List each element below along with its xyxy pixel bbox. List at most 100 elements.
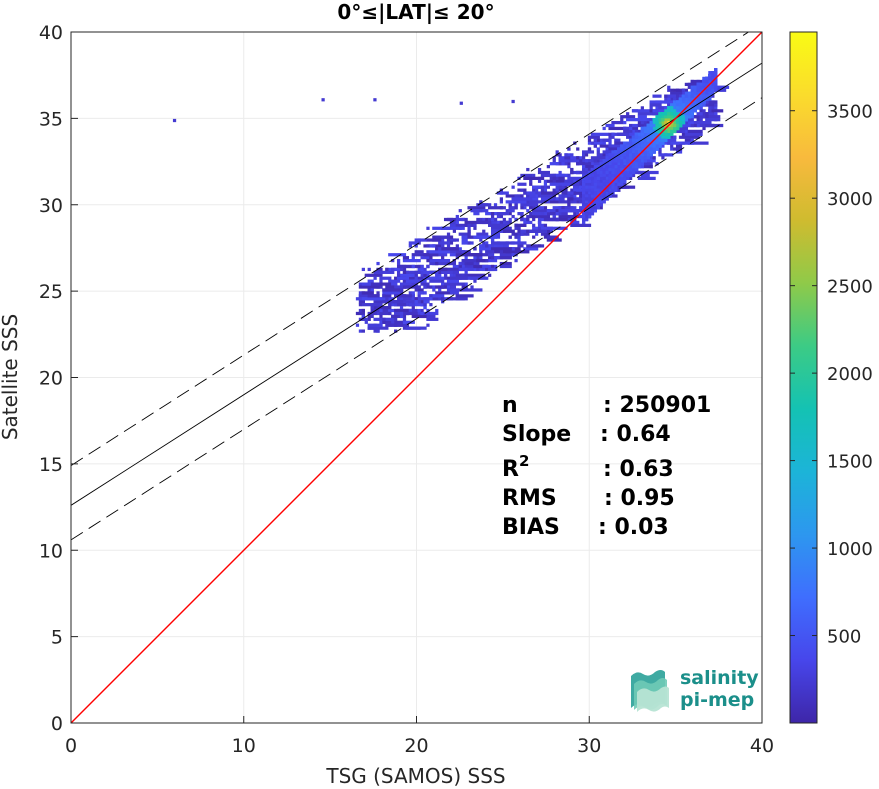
density-cell bbox=[570, 191, 574, 195]
density-cell bbox=[558, 214, 580, 219]
density-cell bbox=[490, 238, 495, 242]
density-cell bbox=[523, 217, 527, 222]
density-cell bbox=[523, 247, 539, 251]
density-cell bbox=[567, 162, 571, 166]
density-cell bbox=[358, 329, 363, 333]
density-cell bbox=[576, 188, 583, 192]
density-cell bbox=[637, 112, 650, 116]
density-cell bbox=[555, 209, 559, 213]
density-cell bbox=[361, 317, 365, 321]
density-cell bbox=[567, 206, 571, 210]
density-cell bbox=[605, 123, 615, 128]
density-cell bbox=[414, 244, 418, 248]
density-cell bbox=[681, 132, 686, 136]
density-cell bbox=[517, 194, 521, 198]
density-cell bbox=[388, 303, 392, 307]
density-cell bbox=[391, 314, 407, 319]
density-cell bbox=[705, 115, 709, 119]
density-cell bbox=[399, 267, 404, 272]
density-cell bbox=[670, 91, 683, 95]
density-cell bbox=[593, 159, 603, 163]
density-cell bbox=[690, 138, 694, 142]
density-cell bbox=[714, 103, 718, 107]
density-cell bbox=[587, 167, 592, 172]
density-cell bbox=[561, 185, 565, 189]
density-cell bbox=[379, 282, 398, 286]
density-cell bbox=[514, 235, 518, 239]
density-cell bbox=[373, 329, 377, 333]
density-cell bbox=[655, 100, 677, 104]
density-cell bbox=[511, 214, 515, 219]
density-cell bbox=[429, 294, 433, 298]
density-cell bbox=[464, 270, 468, 274]
density-cell bbox=[479, 244, 483, 248]
density-cell bbox=[631, 173, 636, 178]
density-cell bbox=[396, 273, 401, 277]
density-cell bbox=[505, 226, 509, 230]
density-cell bbox=[435, 276, 439, 280]
density-cell bbox=[664, 138, 668, 142]
density-cell bbox=[423, 305, 427, 310]
density-cell bbox=[441, 282, 445, 286]
density-cell bbox=[490, 241, 512, 245]
density-cell bbox=[385, 267, 389, 272]
density-cell bbox=[640, 162, 653, 166]
density-cell bbox=[714, 85, 730, 89]
density-cell bbox=[493, 250, 515, 254]
density-cell bbox=[526, 167, 530, 172]
density-cell bbox=[620, 182, 624, 186]
density-cell bbox=[523, 191, 527, 195]
density-cell bbox=[464, 241, 468, 245]
density-cell bbox=[420, 308, 424, 313]
density-cell bbox=[570, 156, 574, 160]
density-cell bbox=[705, 118, 721, 122]
density-cell bbox=[499, 261, 512, 266]
density-cell bbox=[687, 141, 709, 145]
density-cell bbox=[628, 123, 633, 128]
density-cell bbox=[681, 91, 686, 95]
density-cell bbox=[517, 247, 521, 251]
density-cell bbox=[361, 303, 380, 307]
density-cell bbox=[441, 297, 445, 301]
density-cell bbox=[555, 150, 559, 154]
density-cell bbox=[461, 235, 465, 239]
density-cell bbox=[517, 182, 527, 186]
density-cell bbox=[426, 258, 430, 263]
density-cell bbox=[388, 323, 392, 327]
density-cell bbox=[520, 194, 524, 198]
density-cell bbox=[499, 220, 504, 225]
density-cell bbox=[396, 270, 401, 274]
density-cell bbox=[470, 241, 474, 245]
density-cell bbox=[441, 267, 448, 272]
density-cell bbox=[552, 179, 556, 183]
density-cell bbox=[655, 109, 659, 113]
density-cell bbox=[441, 235, 445, 239]
density-cell bbox=[549, 229, 553, 233]
density-cell bbox=[488, 206, 504, 210]
density-cell bbox=[394, 294, 412, 298]
density-cell bbox=[555, 217, 559, 222]
density-cell bbox=[581, 220, 586, 225]
density-cell bbox=[367, 314, 371, 319]
density-cell bbox=[449, 223, 457, 227]
density-cell bbox=[652, 109, 674, 113]
density-cell bbox=[496, 235, 501, 239]
density-cell bbox=[373, 270, 383, 274]
density-cell bbox=[584, 153, 589, 157]
density-cell bbox=[649, 106, 653, 110]
density-cell bbox=[546, 209, 550, 213]
density-cell bbox=[438, 247, 442, 251]
density-cell bbox=[540, 212, 545, 216]
density-cell bbox=[611, 120, 624, 125]
density-cell bbox=[496, 214, 501, 219]
density-cell bbox=[429, 294, 445, 298]
density-cell bbox=[476, 256, 480, 260]
density-cell bbox=[529, 214, 550, 219]
density-cell bbox=[364, 317, 368, 321]
density-cell bbox=[532, 223, 536, 227]
density-cell bbox=[570, 153, 574, 157]
density-cell bbox=[467, 253, 483, 257]
density-cell bbox=[708, 106, 712, 110]
density-cell bbox=[379, 285, 383, 289]
density-cell bbox=[678, 144, 683, 148]
